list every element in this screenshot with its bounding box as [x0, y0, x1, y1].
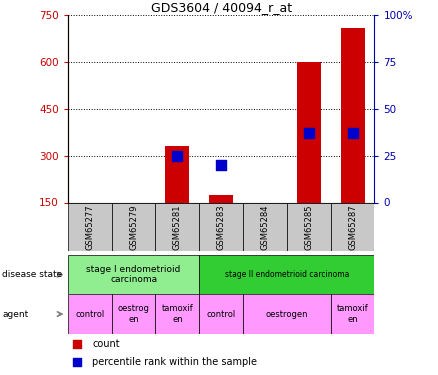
Bar — [68, 255, 199, 294]
Bar — [199, 294, 243, 334]
Point — [174, 153, 181, 159]
Bar — [243, 202, 287, 251]
Bar — [243, 294, 331, 334]
Text: tamoxif
en: tamoxif en — [162, 304, 193, 324]
Text: control: control — [207, 310, 236, 319]
Text: tamoxif
en: tamoxif en — [337, 304, 368, 324]
Text: GSM65285: GSM65285 — [304, 204, 313, 250]
Text: stage II endometrioid carcinoma: stage II endometrioid carcinoma — [225, 270, 349, 279]
Text: agent: agent — [2, 310, 28, 319]
Text: percentile rank within the sample: percentile rank within the sample — [92, 357, 258, 367]
Title: GDS3604 / 40094_r_at: GDS3604 / 40094_r_at — [151, 1, 292, 14]
Text: GSM65284: GSM65284 — [261, 204, 269, 250]
Text: GSM65279: GSM65279 — [129, 204, 138, 250]
Text: GSM65277: GSM65277 — [85, 204, 94, 250]
Point — [74, 341, 81, 347]
Bar — [68, 294, 112, 334]
Point — [218, 162, 225, 168]
Bar — [166, 146, 190, 202]
Bar — [112, 202, 155, 251]
Text: GSM65287: GSM65287 — [348, 204, 357, 250]
Bar — [155, 202, 199, 251]
Bar — [287, 202, 331, 251]
Text: stage I endometrioid
carcinoma: stage I endometrioid carcinoma — [86, 265, 181, 284]
Point — [349, 130, 356, 136]
Bar — [112, 294, 155, 334]
Text: control: control — [75, 310, 104, 319]
Bar — [331, 294, 374, 334]
Text: oestrogen: oestrogen — [265, 310, 308, 319]
Bar — [199, 255, 374, 294]
Point — [305, 130, 312, 136]
Bar — [68, 202, 112, 251]
Bar — [331, 202, 374, 251]
Text: count: count — [92, 339, 120, 349]
Text: oestrog
en: oestrog en — [118, 304, 149, 324]
Bar — [341, 27, 364, 202]
Text: GSM65283: GSM65283 — [217, 204, 226, 250]
Bar — [209, 195, 233, 202]
Bar — [199, 202, 243, 251]
Text: GSM65281: GSM65281 — [173, 204, 182, 250]
Point — [74, 359, 81, 365]
Bar — [297, 62, 321, 202]
Text: disease state: disease state — [2, 270, 63, 279]
Bar — [155, 294, 199, 334]
